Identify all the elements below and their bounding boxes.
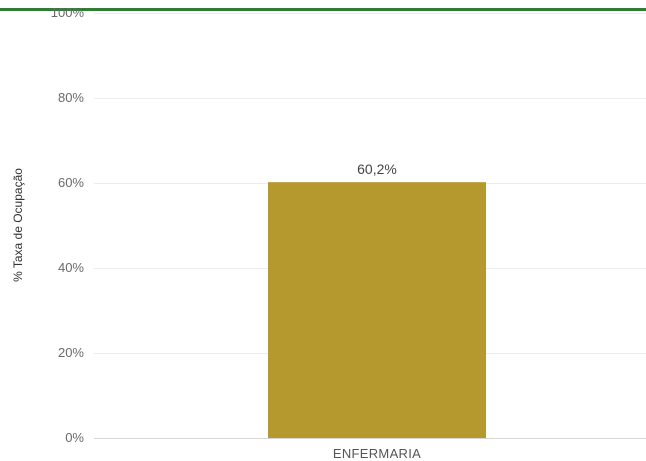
top-border-line [0, 8, 646, 11]
x-axis-categories: ENFERMARIA [333, 446, 421, 461]
bar-data-label: 60,2% [357, 161, 397, 177]
x-category-label: ENFERMARIA [333, 446, 421, 461]
bar[interactable] [268, 182, 486, 438]
y-axis-ticks: 0% 20% 40% 60% 80% 100% [51, 5, 85, 445]
bars [268, 182, 486, 438]
y-tick-label: 40% [58, 260, 84, 275]
gridlines [94, 13, 646, 439]
y-tick-label: 60% [58, 175, 84, 190]
y-tick-label: 20% [58, 345, 84, 360]
data-labels: 60,2% [357, 161, 397, 177]
y-axis-title: % Taxa de Ocupação [11, 168, 25, 282]
y-tick-label: 80% [58, 90, 84, 105]
y-tick-label: 0% [65, 430, 84, 445]
y-tick-label: 100% [51, 5, 85, 20]
